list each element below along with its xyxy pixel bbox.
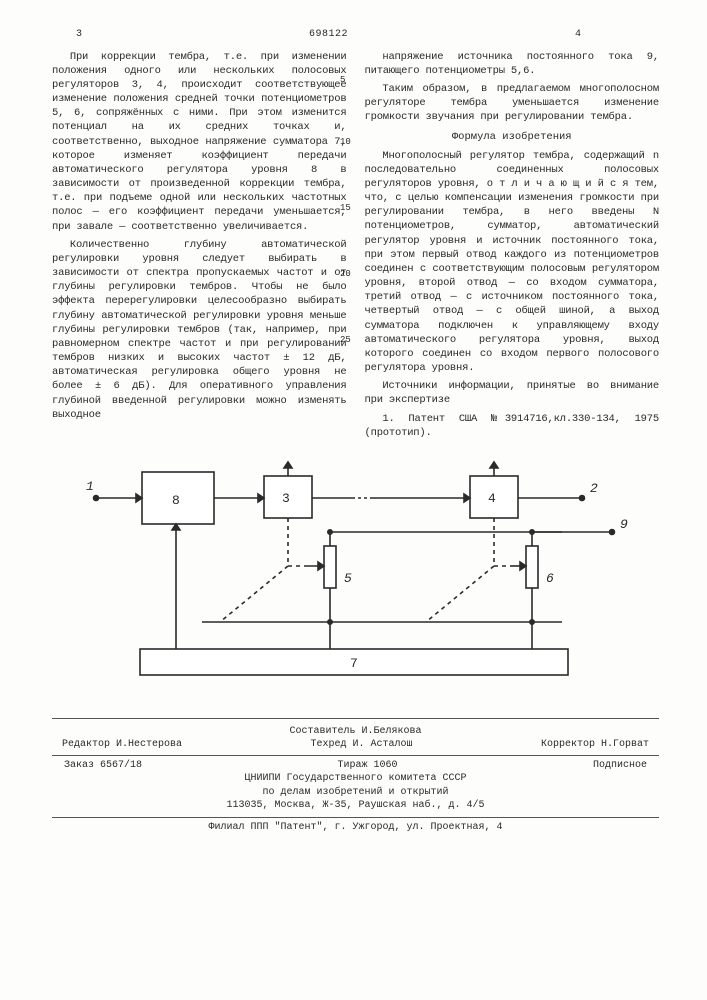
- imprint-footer: Составитель И.Белякова Редактор И.Нестер…: [52, 718, 659, 835]
- org-line-1: ЦНИИПИ Государственного комитета СССР: [52, 772, 659, 786]
- source-item: 1. Патент США №3914716,кл.330-134, 1975 …: [365, 412, 660, 440]
- line-number: 15: [340, 202, 351, 214]
- paragraph: Многополосный регулятор тембра, содержащ…: [365, 149, 660, 376]
- svg-text:6: 6: [546, 571, 554, 586]
- circuit-diagram: 1 2 3 4 5 6 7 8 9: [52, 454, 659, 714]
- order-number: Заказ 6567/18: [64, 759, 142, 773]
- line-number: 20: [340, 268, 351, 280]
- compiler-line: Составитель И.Белякова: [52, 723, 659, 739]
- paragraph: Таким образом, в предлагаемом многополос…: [365, 82, 660, 125]
- svg-text:1: 1: [86, 479, 94, 494]
- tirazh: Тираж 1060: [337, 759, 397, 773]
- svg-text:4: 4: [488, 491, 496, 506]
- paragraph: Количественно глубину автоматической рег…: [52, 238, 347, 422]
- text-columns: При коррекции тембра, т.е. при изменении…: [52, 50, 659, 444]
- credits-row: Редактор И.Нестерова Техред И. Асталош К…: [52, 738, 659, 752]
- address-line: 113035, Москва, Ж-35, Раушская наб., д. …: [52, 799, 659, 813]
- right-column: напряжение источника постоянного тока 9,…: [365, 50, 660, 444]
- svg-text:9: 9: [620, 517, 628, 532]
- page-number-left: 3: [76, 28, 82, 42]
- page: 3 698122 4 5 10 15 20 25 При коррекции т…: [0, 0, 707, 1000]
- org-line-2: по делам изобретений и открытий: [52, 786, 659, 800]
- diagram-svg: 1 2 3 4 5 6 7 8 9: [52, 454, 662, 714]
- page-header: 3 698122 4: [52, 28, 659, 42]
- svg-text:5: 5: [344, 571, 352, 586]
- document-number: 698122: [309, 28, 348, 42]
- line-number: 5: [340, 74, 345, 86]
- line-number: 25: [340, 334, 351, 346]
- branch-line: Филиал ППП "Патент", г. Ужгород, ул. Про…: [52, 817, 659, 835]
- paragraph: При коррекции тембра, т.е. при изменении…: [52, 50, 347, 234]
- line-number: 10: [340, 136, 351, 148]
- order-row: Заказ 6567/18 Тираж 1060 Подписное: [52, 755, 659, 773]
- corrector: Корректор Н.Горват: [541, 738, 649, 752]
- editor: Редактор И.Нестерова: [62, 738, 182, 752]
- sources-title: Источники информации, принятые во вниман…: [365, 379, 660, 407]
- techred: Техред И. Асталош: [310, 738, 412, 752]
- svg-text:3: 3: [282, 491, 290, 506]
- section-title: Формула изобретения: [365, 130, 660, 144]
- page-number-right: 4: [575, 28, 581, 42]
- left-column: При коррекции тембра, т.е. при изменении…: [52, 50, 347, 444]
- svg-text:2: 2: [590, 481, 598, 496]
- paragraph: напряжение источника постоянного тока 9,…: [365, 50, 660, 78]
- svg-text:7: 7: [350, 656, 358, 671]
- svg-text:8: 8: [172, 493, 180, 508]
- sign: Подписное: [593, 759, 647, 773]
